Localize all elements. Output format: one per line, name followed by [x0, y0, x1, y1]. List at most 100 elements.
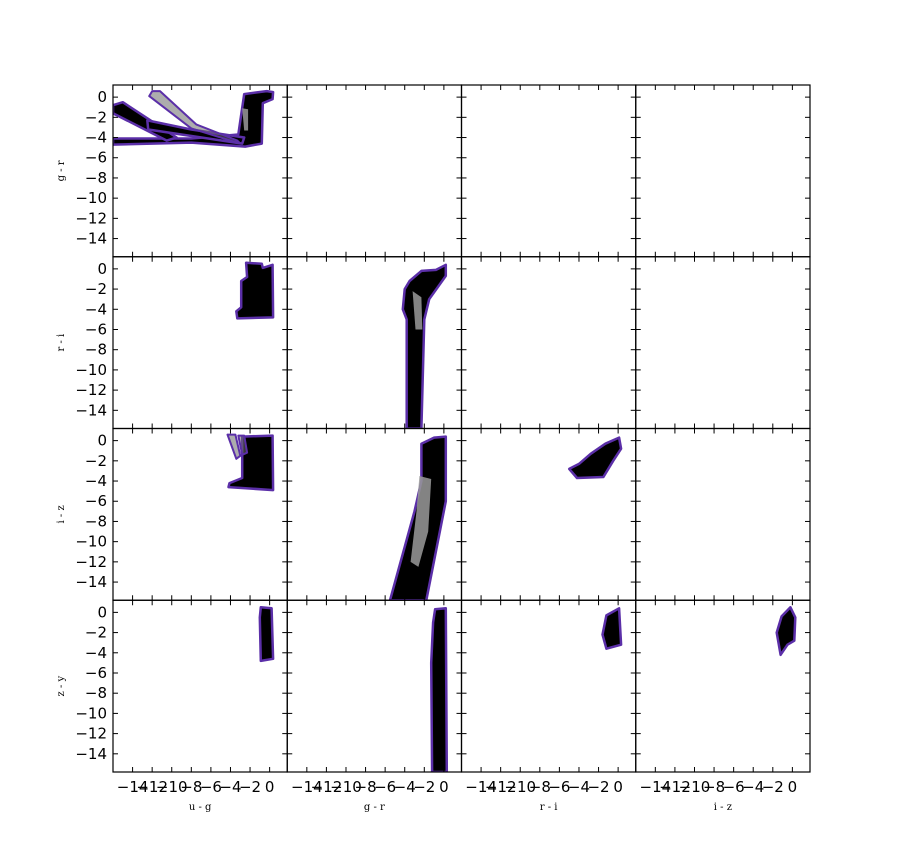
- density-region-fill: [401, 263, 448, 429]
- density-region-fill: [227, 434, 275, 492]
- x-tick-label: −2: [413, 778, 435, 796]
- x-tick-label: −10: [156, 778, 188, 796]
- y-tick-label: 0: [97, 432, 107, 450]
- y-tick-label: −4: [85, 129, 107, 147]
- x-tick-label: −12: [485, 778, 517, 796]
- x-tick-label: −2: [239, 778, 261, 796]
- x-axis-label: u - g: [189, 802, 212, 813]
- panel-1-3-axes: [635, 256, 811, 430]
- x-tick-label: −14: [117, 778, 149, 796]
- panel-0-1-axes: [286, 84, 463, 258]
- x-tick-label: −4: [568, 778, 590, 796]
- x-tick-label: 0: [613, 778, 623, 796]
- x-tick-label: 0: [439, 778, 449, 796]
- y-tick-label: −6: [85, 664, 107, 682]
- density-region-outline: [237, 434, 249, 456]
- x-tick-label: −6: [723, 778, 745, 796]
- y-tick-label: −6: [85, 149, 107, 167]
- density-region-fill: [775, 606, 797, 657]
- y-tick-label: −14: [75, 573, 107, 591]
- y-tick-label: −2: [85, 452, 107, 470]
- panel-1-0-density: [235, 261, 275, 320]
- y-tick-label: −4: [85, 472, 107, 490]
- x-tick-label: −10: [504, 778, 536, 796]
- y-tick-label: −10: [75, 533, 107, 551]
- density-region-core: [242, 108, 249, 131]
- panel-0-2-axes: [460, 84, 637, 258]
- density-region-fill: [258, 606, 275, 663]
- density-region-core: [412, 291, 423, 330]
- y-tick-label: −2: [85, 108, 107, 126]
- y-tick-label: −2: [85, 280, 107, 298]
- x-tick-label: −14: [465, 778, 497, 796]
- panel-2-3-axes: [635, 427, 811, 601]
- y-tick-label: −8: [85, 684, 107, 702]
- density-region-fill: [601, 607, 623, 650]
- x-tick-label: −8: [180, 778, 202, 796]
- density-region-fill: [567, 436, 623, 480]
- x-axis-label: r - i: [540, 802, 558, 813]
- panel-0-0-density: [113, 89, 275, 148]
- x-tick-label: −10: [679, 778, 711, 796]
- y-tick-label: −8: [85, 169, 107, 187]
- density-region-fill: [113, 89, 275, 148]
- x-tick-label: −12: [136, 778, 168, 796]
- panel-frame: [460, 256, 637, 430]
- x-axis-label: i - z: [714, 802, 732, 813]
- x-tick-label: −8: [703, 778, 725, 796]
- panel-3-1-density: [429, 607, 449, 772]
- panel-frame: [460, 84, 637, 258]
- panel-2-2-density: [567, 436, 623, 480]
- x-tick-label: 0: [265, 778, 275, 796]
- y-axis-label: z - y: [56, 675, 67, 696]
- x-tick-label: −2: [587, 778, 609, 796]
- y-tick-label: −12: [75, 553, 107, 571]
- y-tick-label: −6: [85, 320, 107, 338]
- x-tick-label: −6: [374, 778, 396, 796]
- panel-frame: [635, 427, 811, 601]
- x-tick-label: −4: [219, 778, 241, 796]
- panel-1-2-axes: [460, 256, 637, 430]
- y-tick-label: −10: [75, 361, 107, 379]
- y-tick-label: −4: [85, 644, 107, 662]
- density-region-core: [410, 476, 432, 567]
- density-region-fill: [429, 607, 449, 772]
- panel-3-3-density: [775, 606, 797, 657]
- x-tick-label: −6: [548, 778, 570, 796]
- panel-0-3-axes: [635, 84, 811, 258]
- panel-frame: [635, 84, 811, 258]
- y-axis-label: g - r: [56, 160, 67, 181]
- panel-2-1-density: [388, 435, 448, 601]
- x-tick-label: −12: [659, 778, 691, 796]
- panel-frame: [286, 84, 463, 258]
- density-region-outline: [148, 90, 242, 145]
- panel-3-0-density: [258, 606, 275, 663]
- y-tick-label: −6: [85, 492, 107, 510]
- y-tick-label: −12: [75, 209, 107, 227]
- density-region-outline: [226, 433, 242, 460]
- x-tick-label: −12: [311, 778, 343, 796]
- x-tick-label: −8: [529, 778, 551, 796]
- x-tick-label: −8: [355, 778, 377, 796]
- y-tick-label: −14: [75, 745, 107, 763]
- x-tick-label: −10: [330, 778, 362, 796]
- y-tick-label: 0: [97, 88, 107, 106]
- density-region-fill: [235, 261, 275, 320]
- y-tick-label: −4: [85, 300, 107, 318]
- y-tick-label: 0: [97, 260, 107, 278]
- panel-frame: [635, 256, 811, 430]
- panel-3-2-density: [601, 607, 623, 650]
- x-tick-label: −4: [394, 778, 416, 796]
- x-tick-label: −6: [200, 778, 222, 796]
- y-tick-label: −12: [75, 725, 107, 743]
- x-tick-label: −4: [742, 778, 764, 796]
- x-tick-label: −2: [762, 778, 784, 796]
- x-tick-label: −14: [640, 778, 672, 796]
- y-axis-label: i - z: [56, 505, 67, 523]
- panel-frame: [635, 599, 811, 773]
- y-tick-label: −10: [75, 704, 107, 722]
- y-tick-label: −2: [85, 624, 107, 642]
- panel-1-1-density: [401, 263, 448, 429]
- panel-2-0-density: [226, 433, 275, 492]
